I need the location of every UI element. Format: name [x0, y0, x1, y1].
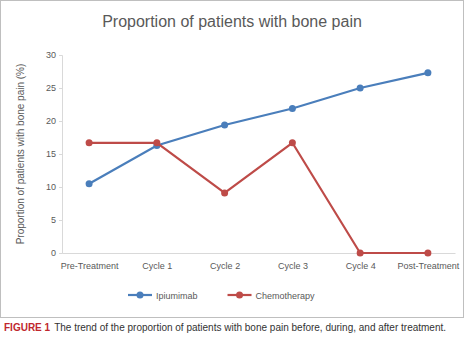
series-point [86, 180, 93, 187]
y-tick-mark [59, 88, 62, 89]
legend-item: Ipiumimab [128, 291, 198, 301]
y-axis-line [59, 56, 63, 254]
x-axis: Pre-Treatment Cycle 1 Cycle 2 Cycle 3 Cycle … [61, 254, 460, 272]
x-tick-label: Post-Treatment [398, 261, 460, 271]
legend-marker [236, 292, 243, 299]
chart: Proportion of patients with bone pain 0 5 1… [0, 0, 464, 320]
y-axis-title: Proportion of patients with bone pain (%… [15, 64, 26, 245]
x-tick: Cycle 3 [278, 261, 308, 271]
series-point [153, 139, 160, 146]
y-tick-mark [59, 220, 62, 221]
caption-text: The trend of the proportion of patients … [54, 322, 446, 333]
legend-label: Chemotherapy [256, 291, 316, 301]
series-point [221, 189, 228, 196]
series-point [86, 139, 93, 146]
y-tick-mark [59, 253, 62, 254]
caption: FIGURE 1 The trend of the proportion of p… [4, 321, 460, 334]
plot-area [86, 69, 432, 256]
y-tick-label: 0 [51, 248, 56, 258]
y-tick-label: 25 [46, 83, 56, 93]
x-tick: Pre-Treatment [61, 261, 119, 271]
y-tick: 5 [51, 215, 62, 225]
y-tick-label: 15 [46, 149, 56, 159]
x-tick-label: Cycle 3 [278, 261, 308, 271]
x-tick: Cycle 4 [346, 261, 376, 271]
y-tick-label: 20 [46, 116, 56, 126]
series-point [289, 139, 296, 146]
y-tick: 15 [46, 149, 62, 159]
legend-item: Chemotherapy [228, 291, 316, 301]
series-point [357, 250, 364, 257]
x-tick-label: Cycle 1 [142, 261, 172, 271]
y-tick-mark [59, 187, 62, 188]
series-point [424, 69, 431, 76]
x-tick-label: Cycle 2 [210, 261, 240, 271]
y-tick-mark [59, 154, 62, 155]
legend: Ipiumimab Chemotherapy [128, 291, 315, 301]
title: Proportion of patients with bone pain [102, 13, 362, 30]
x-tick-label: Cycle 4 [346, 261, 376, 271]
y-tick: 25 [46, 83, 62, 93]
legend-marker [137, 292, 144, 299]
series-line [89, 143, 428, 253]
series-point [221, 121, 228, 128]
chart-frame [1, 1, 464, 318]
x-tick: Cycle 1 [142, 261, 172, 271]
y-tick: 10 [46, 182, 62, 192]
y-tick-label: 5 [51, 215, 56, 225]
y-tick-mark [59, 55, 62, 56]
x-tick-label: Pre-Treatment [61, 261, 119, 271]
y-tick-label: 30 [46, 50, 56, 60]
y-tick-label: 10 [46, 182, 56, 192]
x-tick: Post-Treatment [398, 261, 460, 271]
y-tick: 30 [46, 50, 62, 60]
series-point [289, 105, 296, 112]
caption-label: FIGURE 1 [4, 322, 50, 333]
x-tick: Cycle 2 [210, 261, 240, 271]
y-tick: 0 [51, 248, 62, 258]
legend-label: Ipiumimab [156, 291, 198, 301]
y-tick: 20 [46, 116, 62, 126]
y-axis: 0 5 10 15 20 25 30 [46, 50, 63, 258]
y-tick-mark [59, 121, 62, 122]
series-point [357, 85, 364, 92]
series-point [424, 250, 431, 257]
